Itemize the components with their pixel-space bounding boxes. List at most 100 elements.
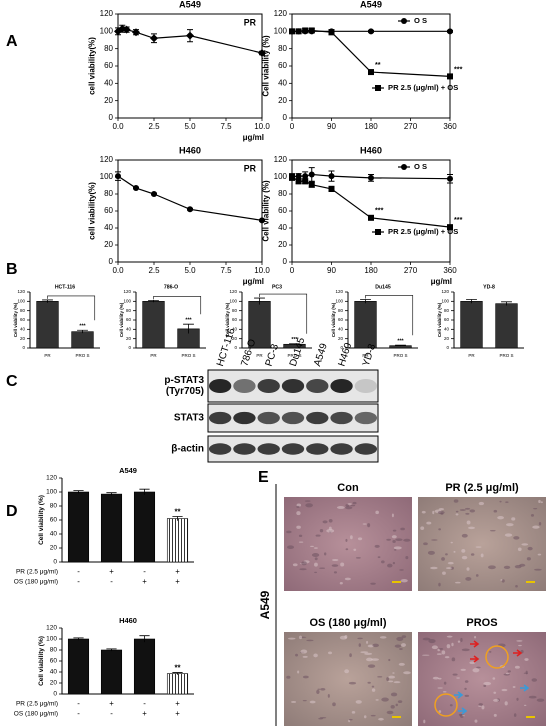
significance: *** (454, 215, 463, 224)
cell-texture (348, 718, 353, 721)
cell-texture (504, 701, 508, 706)
cell-texture (441, 557, 445, 561)
cell-texture (401, 643, 406, 647)
point (447, 28, 453, 35)
cell-texture (315, 534, 321, 537)
cell-texture (322, 520, 328, 524)
cell-texture (391, 535, 397, 539)
y-tick-label: 0 (234, 345, 237, 350)
cell-texture (403, 671, 411, 675)
blot-band (208, 411, 232, 425)
point (447, 175, 453, 182)
scale-bar (392, 581, 401, 583)
arrow (513, 649, 523, 657)
cell-texture (287, 637, 296, 640)
cell-texture (345, 504, 350, 507)
cell-texture (534, 568, 542, 571)
cell-texture (465, 512, 470, 515)
cell-texture (301, 561, 307, 566)
cell-texture (442, 691, 447, 693)
x-tick-label: 7.5 (220, 266, 232, 275)
x-tick-label: 10.0 (254, 122, 270, 131)
error-bar (106, 492, 117, 496)
cell-texture (381, 697, 389, 702)
cell-texture (344, 634, 348, 639)
x-tick-label: 0 (290, 122, 295, 131)
cell-texture (349, 653, 352, 658)
point (259, 217, 265, 224)
cell-texture (298, 541, 304, 543)
cell-texture (350, 504, 356, 507)
y-tick-label: 100 (274, 26, 288, 35)
cell-texture (378, 717, 384, 721)
cell-texture (298, 534, 303, 538)
y-tick-label: 100 (100, 26, 114, 35)
y-tick-label: 100 (123, 299, 131, 304)
y-tick-label: 100 (46, 636, 57, 643)
cell-texture (392, 539, 396, 543)
cell-texture (505, 501, 509, 503)
cell-texture (397, 700, 403, 704)
blot-band (233, 443, 256, 455)
cell-texture (314, 571, 318, 574)
cell-texture (503, 565, 511, 570)
blot-band (330, 378, 353, 394)
y-tick-label: 120 (123, 289, 131, 294)
cell-texture (309, 700, 316, 704)
y-tick-label: 80 (50, 503, 58, 510)
cell-texture (476, 666, 481, 669)
cell-texture (375, 699, 379, 701)
cell-texture (526, 557, 531, 561)
y-tick-label: 60 (444, 317, 450, 322)
point (132, 28, 140, 37)
annotation: PR (244, 163, 257, 173)
cell-texture (363, 715, 367, 719)
cell-texture (437, 677, 442, 680)
y-tick-label: 0 (53, 559, 57, 566)
cell-texture (332, 558, 339, 561)
y-tick-label: 80 (278, 189, 287, 198)
y-tick-label: 20 (278, 96, 287, 105)
cell-texture (462, 715, 465, 717)
cell-texture (431, 645, 438, 650)
blot-band (233, 378, 256, 394)
cell-texture (468, 526, 475, 530)
y-tick-label: 60 (278, 61, 287, 70)
micrograph (284, 497, 412, 591)
cell-texture (460, 668, 466, 671)
cell-texture (478, 703, 483, 706)
y-axis-label: Cell viability (%) (437, 302, 442, 337)
cell-texture (507, 670, 511, 673)
cell-texture (386, 538, 391, 541)
point (308, 181, 315, 188)
y-tick-label: 60 (104, 206, 113, 215)
y-tick-label: 80 (278, 44, 287, 53)
cell-texture (430, 566, 438, 570)
cell-texture (464, 687, 467, 690)
error-bar (139, 635, 150, 643)
panel-label: B (6, 261, 18, 278)
cell-texture (344, 669, 350, 674)
cell-texture (538, 521, 542, 526)
cell-texture (396, 636, 404, 641)
point (447, 224, 453, 231)
cell-texture (445, 553, 448, 556)
series-line (117, 175, 263, 221)
blot-band (281, 378, 305, 394)
cell-texture (505, 672, 510, 675)
y-axis-label: cell viability(%) (88, 37, 97, 95)
x-axis-label: μg/ml (243, 277, 264, 286)
x-tick-label: 180 (364, 266, 378, 275)
y-tick-label: 20 (278, 240, 287, 249)
cell-texture (483, 684, 487, 688)
treatment-sign: - (77, 709, 80, 718)
chart-title: PC3 (272, 284, 282, 290)
cell-texture (306, 639, 314, 642)
cell-texture (489, 651, 492, 653)
cell-texture (472, 668, 480, 673)
cell-texture (514, 565, 522, 569)
cell-texture (311, 552, 320, 558)
y-tick-label: 120 (335, 289, 343, 294)
point (302, 27, 309, 34)
